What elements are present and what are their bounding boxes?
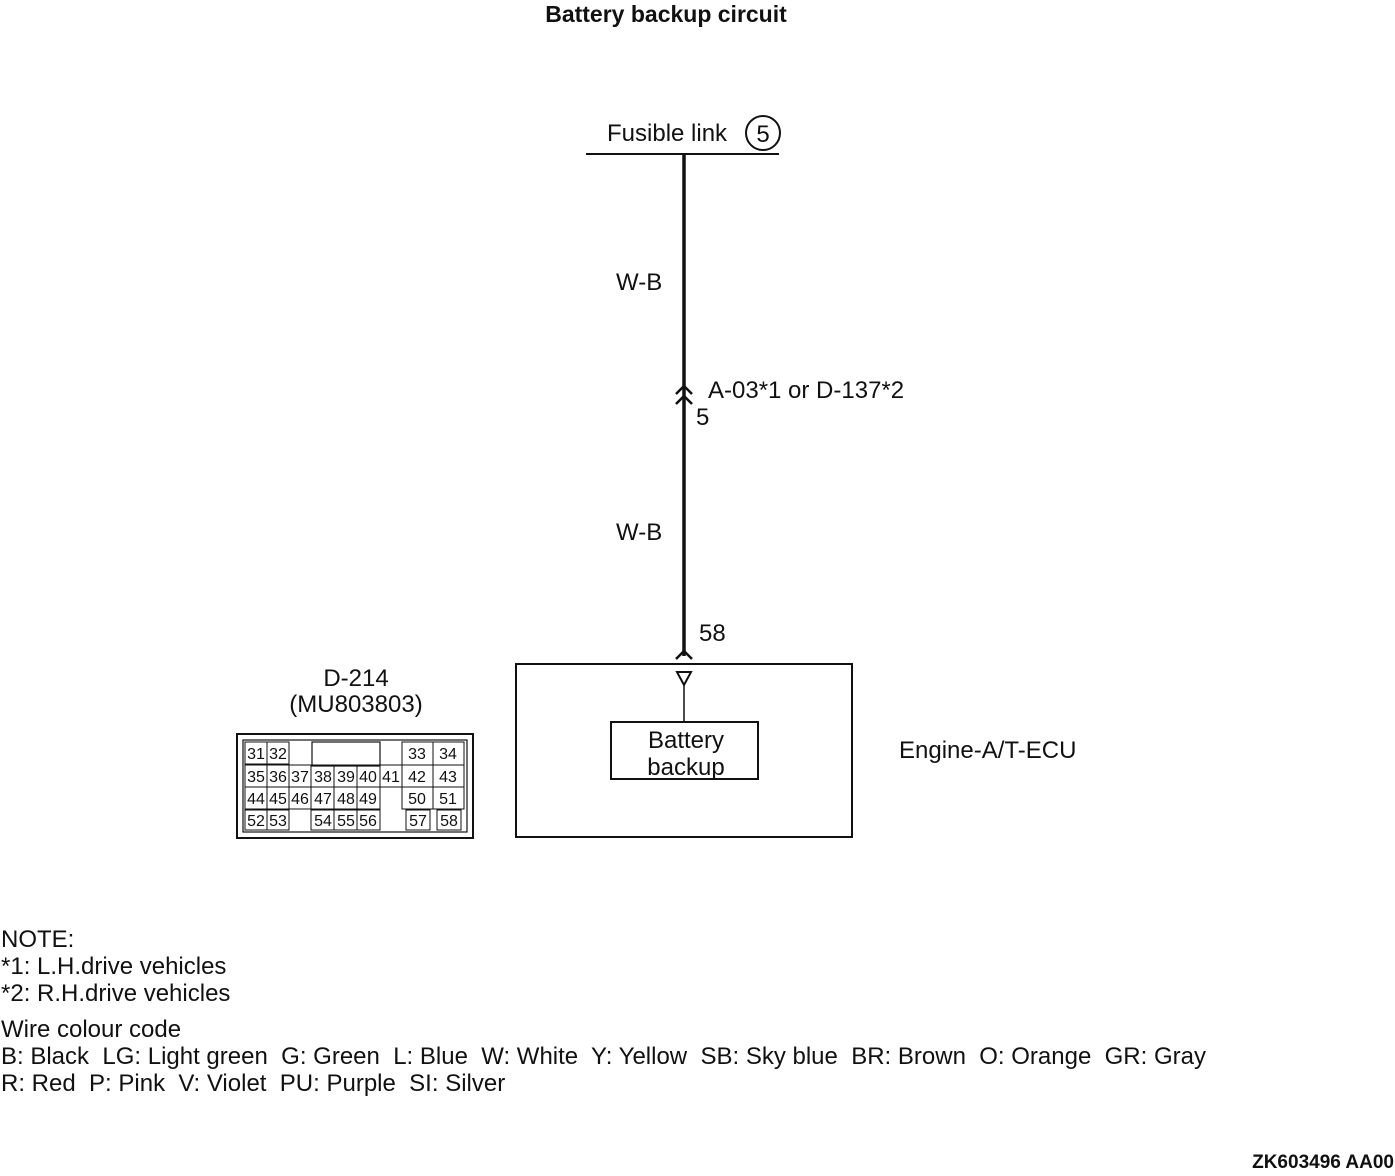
pin-47: 47 bbox=[314, 791, 332, 808]
connector-mid-chevron-upper bbox=[675, 384, 693, 395]
battery-backup-line2: backup bbox=[647, 754, 724, 781]
connector-mid-chevron-lower bbox=[675, 394, 693, 405]
note-heading: NOTE: bbox=[1, 926, 75, 953]
pin-56: 56 bbox=[359, 813, 377, 830]
wire-colour-line-2: R: Red P: Pink V: Violet PU: Purple SI: … bbox=[1, 1070, 506, 1097]
pin-46: 46 bbox=[291, 791, 309, 808]
pin-39: 39 bbox=[337, 769, 355, 786]
ecu-pin-number: 58 bbox=[699, 620, 726, 647]
fusible-link-label: Fusible link bbox=[607, 120, 728, 147]
pin-49: 49 bbox=[359, 791, 377, 808]
fusible-link-number: 5 bbox=[756, 121, 769, 148]
pin-36: 36 bbox=[269, 769, 287, 786]
wire-colour-heading: Wire colour code bbox=[1, 1016, 182, 1043]
connector-face-id: D-214 bbox=[323, 665, 389, 692]
pin-52: 52 bbox=[247, 813, 265, 830]
pin-34: 34 bbox=[439, 746, 457, 763]
note-line-2: *2: R.H.drive vehicles bbox=[1, 980, 231, 1007]
pin-45: 45 bbox=[269, 791, 287, 808]
pin-35: 35 bbox=[247, 769, 265, 786]
pin-41: 41 bbox=[382, 769, 400, 786]
pin-57: 57 bbox=[409, 813, 427, 830]
wire-colour-line-1: B: Black LG: Light green G: Green L: Blu… bbox=[1, 1043, 1206, 1070]
battery-backup-line1: Battery bbox=[648, 727, 724, 754]
ecu-terminal-symbol bbox=[675, 671, 693, 688]
pin-38: 38 bbox=[314, 769, 332, 786]
pin-55: 55 bbox=[337, 813, 355, 830]
wire-colour-upper: W-B bbox=[616, 269, 663, 296]
ecu-name: Engine-A/T-ECU bbox=[899, 737, 1077, 764]
pin-40: 40 bbox=[359, 769, 377, 786]
connector-face-d214: 31 32 33 34 35 36 37 38 39 40 41 42 43 4… bbox=[236, 733, 474, 839]
pin-43: 43 bbox=[439, 769, 457, 786]
connector-mid-label: A-03*1 or D-137*2 bbox=[708, 377, 905, 404]
pin-37: 37 bbox=[291, 769, 309, 786]
fusible-link-number-circle bbox=[745, 115, 781, 151]
connector-mid-pin: 5 bbox=[696, 404, 710, 431]
pin-32: 32 bbox=[269, 746, 287, 763]
figure-reference: ZK603496 AA00 bbox=[1252, 1152, 1394, 1173]
note-line-1: *1: L.H.drive vehicles bbox=[1, 953, 227, 980]
pin-48: 48 bbox=[337, 791, 355, 808]
diagram-title: Battery backup circuit bbox=[545, 1, 787, 27]
pin-51: 51 bbox=[439, 791, 457, 808]
pin-42: 42 bbox=[408, 769, 426, 786]
ecu-pin-chevron bbox=[675, 649, 693, 660]
wire-colour-lower: W-B bbox=[616, 519, 663, 546]
pin-33: 33 bbox=[408, 746, 426, 763]
pin-58: 58 bbox=[440, 813, 458, 830]
notes-block: NOTE: *1: L.H.drive vehicles *2: R.H.dri… bbox=[1, 926, 1206, 1097]
pin-44: 44 bbox=[247, 791, 265, 808]
battery-backup-block bbox=[610, 721, 759, 780]
ecu-box bbox=[515, 663, 853, 838]
pin-54: 54 bbox=[314, 813, 332, 830]
pin-53: 53 bbox=[269, 813, 287, 830]
connector-face-part: (MU803803) bbox=[289, 691, 423, 718]
pin-50: 50 bbox=[408, 791, 426, 808]
pin-31: 31 bbox=[247, 746, 265, 763]
